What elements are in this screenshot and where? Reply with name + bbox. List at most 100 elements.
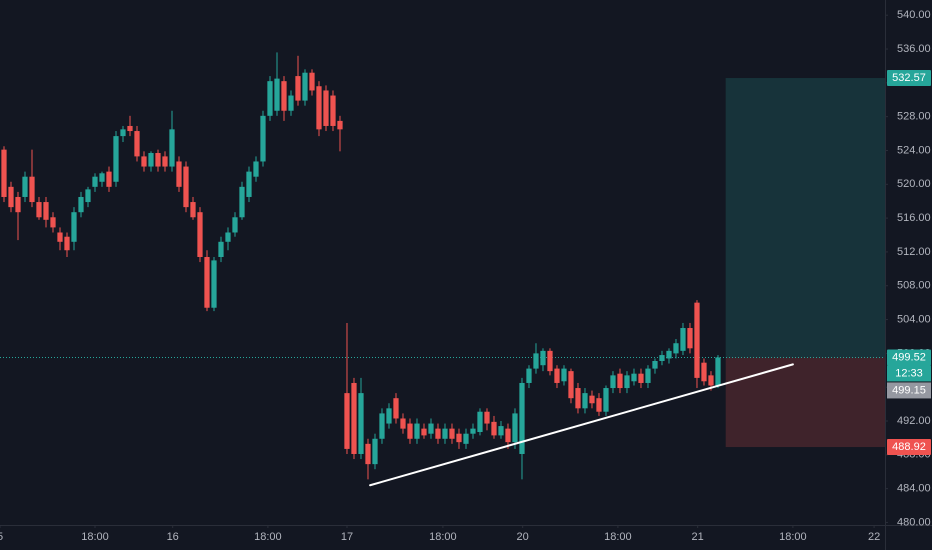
candle-body [106,171,112,187]
y-tick-label: 484.00 [897,483,931,495]
candle-body [449,428,455,439]
candle-body [323,90,329,126]
candle-body [1,149,7,197]
x-tick-label: 18:00 [81,531,109,543]
stop-price-tag-bg [887,439,931,456]
loss-zone [725,357,885,448]
candle-body [435,428,441,439]
target-price-tag: 532.57 [892,72,926,84]
x-tick-label: 17 [341,531,353,543]
candle-body [470,428,476,434]
secondary-price-tag: 499.15 [892,384,926,396]
y-tick-label: 516.00 [897,212,931,224]
stop-price-tag: 488.92 [892,441,926,453]
candle-body [64,236,70,251]
candle-body [582,393,588,409]
candle-body [267,81,273,116]
candle-body [393,398,399,419]
candle-body [463,433,469,444]
candle-body [568,371,574,399]
candle-body [22,176,28,197]
candle-body [183,166,189,208]
countdown: 12:33 [895,367,923,379]
candle-body [57,232,63,242]
candle-body [295,76,301,101]
candle-body [260,115,266,162]
x-tick-label: 18:00 [604,531,632,543]
candle-body [575,388,581,409]
candle-body [540,350,546,366]
candle-body [533,353,539,369]
candle-body [603,388,609,412]
candle-body [344,393,350,449]
candle-body [190,202,196,218]
candle-body [512,413,518,443]
candle-body [218,241,224,258]
candle-body [484,411,490,424]
candle-body [624,375,630,389]
countdown-bg [887,365,931,382]
y-tick-label: 528.00 [897,111,931,123]
candle-body [372,438,378,465]
candle-body [400,418,406,429]
candle-body [148,153,154,167]
candle-body [8,186,14,208]
candle-body [610,375,616,389]
candle-body [680,328,686,351]
candle-body [29,176,35,203]
candle-body [113,136,119,182]
candle-body [92,176,98,187]
candle-body [71,212,77,242]
candle-body [365,443,371,465]
last-price-tag-bg [887,349,931,366]
candle-body [519,382,525,454]
y-tick-label: 508.00 [897,280,931,292]
candle-body [50,217,56,228]
candle-body [302,72,308,101]
candle-body [162,156,168,167]
y-tick-label: 520.00 [897,178,931,190]
candle-body [491,421,497,436]
candle-body [246,171,252,197]
candle-body [274,78,280,111]
candle-body [358,393,364,454]
x-tick-label: 21 [692,531,704,543]
target-price-tag-bg [887,70,931,87]
x-tick-label: 18:00 [429,531,457,543]
y-tick-label: 492.00 [897,415,931,427]
candle-body [309,72,315,91]
candle-body [337,120,343,130]
candle-body [526,368,532,383]
candle-body [169,129,175,167]
secondary-price-tag-bg [887,382,931,399]
candle-body [701,362,707,382]
candle-body [631,373,637,382]
candle-body [428,423,434,434]
candle-body [652,360,658,369]
trendline [369,363,794,487]
plot-area [0,52,885,487]
candle-body [43,202,49,220]
candle-body [687,328,693,349]
candle-body [554,368,560,383]
candle-body [386,408,392,424]
candle-body [561,368,567,382]
candle-body [36,202,42,218]
candle-body [239,186,245,218]
x-tick-label: 16 [167,531,179,543]
candle-body [407,423,413,439]
candle-body [316,86,322,130]
price-tags: 532.57 488.92 499.52 12:33 499.15 [887,70,931,456]
y-tick-label: 536.00 [897,43,931,55]
candle-body [197,212,203,258]
candle-body [176,161,182,187]
x-tick-label: 22 [868,531,880,543]
candle-body [281,81,287,111]
candle-body [589,395,595,404]
candle-body [505,428,511,443]
x-tick-label: 18:00 [779,531,807,543]
x-tick-label: 18:00 [254,531,282,543]
candle-body [708,375,714,386]
candle-body [155,153,161,167]
candle-body [617,373,623,389]
